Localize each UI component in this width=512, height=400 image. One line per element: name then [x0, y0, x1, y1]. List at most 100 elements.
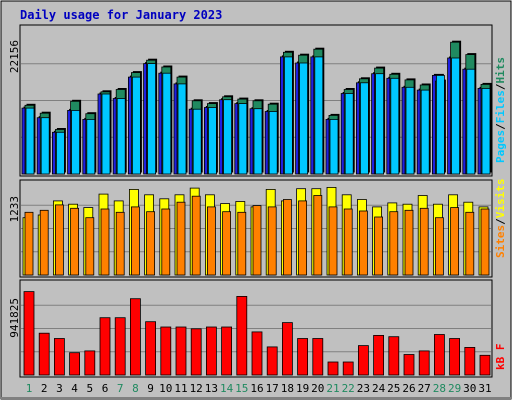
- pages-bar: [299, 62, 309, 175]
- sites-bar: [161, 208, 171, 276]
- pages-bar: [359, 82, 369, 175]
- kbytes-bar: [175, 326, 187, 376]
- sites-bar: [313, 195, 323, 276]
- kbytes-bar: [403, 354, 415, 376]
- sites-bar: [389, 211, 399, 276]
- kbytes-bar: [266, 346, 278, 376]
- kbytes-bar: [190, 328, 202, 376]
- pages-bar: [314, 56, 324, 175]
- pages-bar: [420, 89, 430, 175]
- sites-bar: [282, 199, 292, 276]
- sites-bar: [237, 211, 247, 276]
- sites-bar: [267, 206, 277, 276]
- x-day-label: 4: [71, 382, 78, 395]
- sites-bar: [465, 211, 475, 276]
- legend: Sites/Visits: [494, 179, 507, 259]
- legend-separator: /: [494, 83, 507, 90]
- x-day-label: 22: [342, 382, 355, 395]
- y-max-tick-label: 941825: [8, 298, 21, 338]
- x-day-label: 19: [296, 382, 309, 395]
- hits-files-pages-panel: [19, 24, 493, 177]
- x-day-label: 6: [102, 382, 109, 395]
- pages-bar: [390, 77, 400, 175]
- kbytes-bar: [418, 350, 430, 376]
- pages-bar: [56, 131, 65, 175]
- kbytes-bar: [449, 338, 461, 376]
- pages-bar: [207, 107, 217, 175]
- kbytes-bar: [464, 346, 476, 376]
- y-max-tick-label: 1233: [8, 196, 21, 223]
- x-day-label: 24: [372, 382, 386, 395]
- x-day-label: 12: [190, 382, 203, 395]
- x-day-label: 3: [56, 382, 63, 395]
- legend-entry: Pages: [494, 130, 507, 163]
- sites-bar: [374, 216, 384, 276]
- sites-bar: [343, 208, 353, 276]
- kbytes-bar: [84, 350, 96, 376]
- chart-title: Daily usage for January 2023: [20, 8, 222, 22]
- sites-visits-panel: [19, 179, 493, 278]
- pages-bar: [192, 108, 202, 175]
- kbytes-bar: [479, 354, 491, 376]
- legend: Pages/Files/Hits: [494, 57, 507, 163]
- kbytes-bar: [145, 321, 157, 376]
- x-day-label: 17: [266, 382, 279, 395]
- kbytes-bar: [327, 361, 339, 376]
- sites-bar: [480, 208, 490, 276]
- x-day-label: 8: [132, 382, 139, 395]
- pages-bar: [344, 93, 354, 175]
- pages-bar: [177, 83, 187, 175]
- x-day-label: 9: [147, 382, 154, 395]
- legend-entry: Hits: [494, 57, 507, 84]
- sites-bar: [222, 211, 232, 276]
- x-day-label: 26: [402, 382, 415, 395]
- pages-bar: [253, 108, 263, 175]
- sites-bar: [115, 211, 125, 276]
- x-day-label: 20: [311, 382, 324, 395]
- pages-bar: [466, 68, 476, 175]
- sites-bar: [419, 207, 429, 276]
- kbytes-bar: [388, 336, 400, 376]
- pages-bar: [481, 88, 491, 175]
- sites-bar: [176, 201, 186, 276]
- kbytes-bar: [312, 338, 324, 376]
- sites-bar: [328, 206, 338, 276]
- y-axis-labels: 22156 1233 941825: [8, 40, 21, 338]
- x-day-label: 29: [448, 382, 461, 395]
- x-day-label: 21: [326, 382, 339, 395]
- pages-bar: [375, 73, 385, 175]
- x-day-label: 2: [41, 382, 48, 395]
- x-day-label: 31: [478, 382, 491, 395]
- kbytes-panel: [19, 279, 493, 378]
- pages-bar: [405, 86, 415, 175]
- sites-bar: [434, 217, 444, 276]
- kbytes-bar: [236, 295, 248, 376]
- sites-bar: [130, 206, 140, 276]
- sites-bar: [191, 195, 201, 276]
- legend-entry: Visits: [494, 179, 507, 219]
- x-day-label: 18: [281, 382, 294, 395]
- x-day-label: 16: [250, 382, 263, 395]
- x-day-label: 27: [418, 382, 431, 395]
- legend-separator: /: [494, 123, 507, 130]
- y-max-tick-label: 22156: [8, 40, 21, 73]
- x-day-label: 1: [26, 382, 33, 395]
- pages-bar: [223, 99, 233, 175]
- kbytes-bar: [205, 326, 217, 376]
- kbytes-bar: [160, 326, 172, 376]
- x-day-label: 5: [86, 382, 93, 395]
- pages-bar: [131, 76, 141, 175]
- sites-bar: [70, 207, 79, 276]
- sites-bar: [39, 209, 49, 276]
- kbytes-bar: [342, 361, 354, 376]
- legend-separator: /: [494, 218, 507, 225]
- sites-bar: [252, 205, 262, 276]
- kbytes-bar: [373, 334, 385, 376]
- kbytes-bar: [297, 338, 309, 376]
- sites-bar: [146, 211, 156, 276]
- x-day-label: 30: [463, 382, 476, 395]
- x-day-label: 7: [117, 382, 124, 395]
- pages-bar: [147, 63, 157, 175]
- pages-bar: [71, 110, 80, 175]
